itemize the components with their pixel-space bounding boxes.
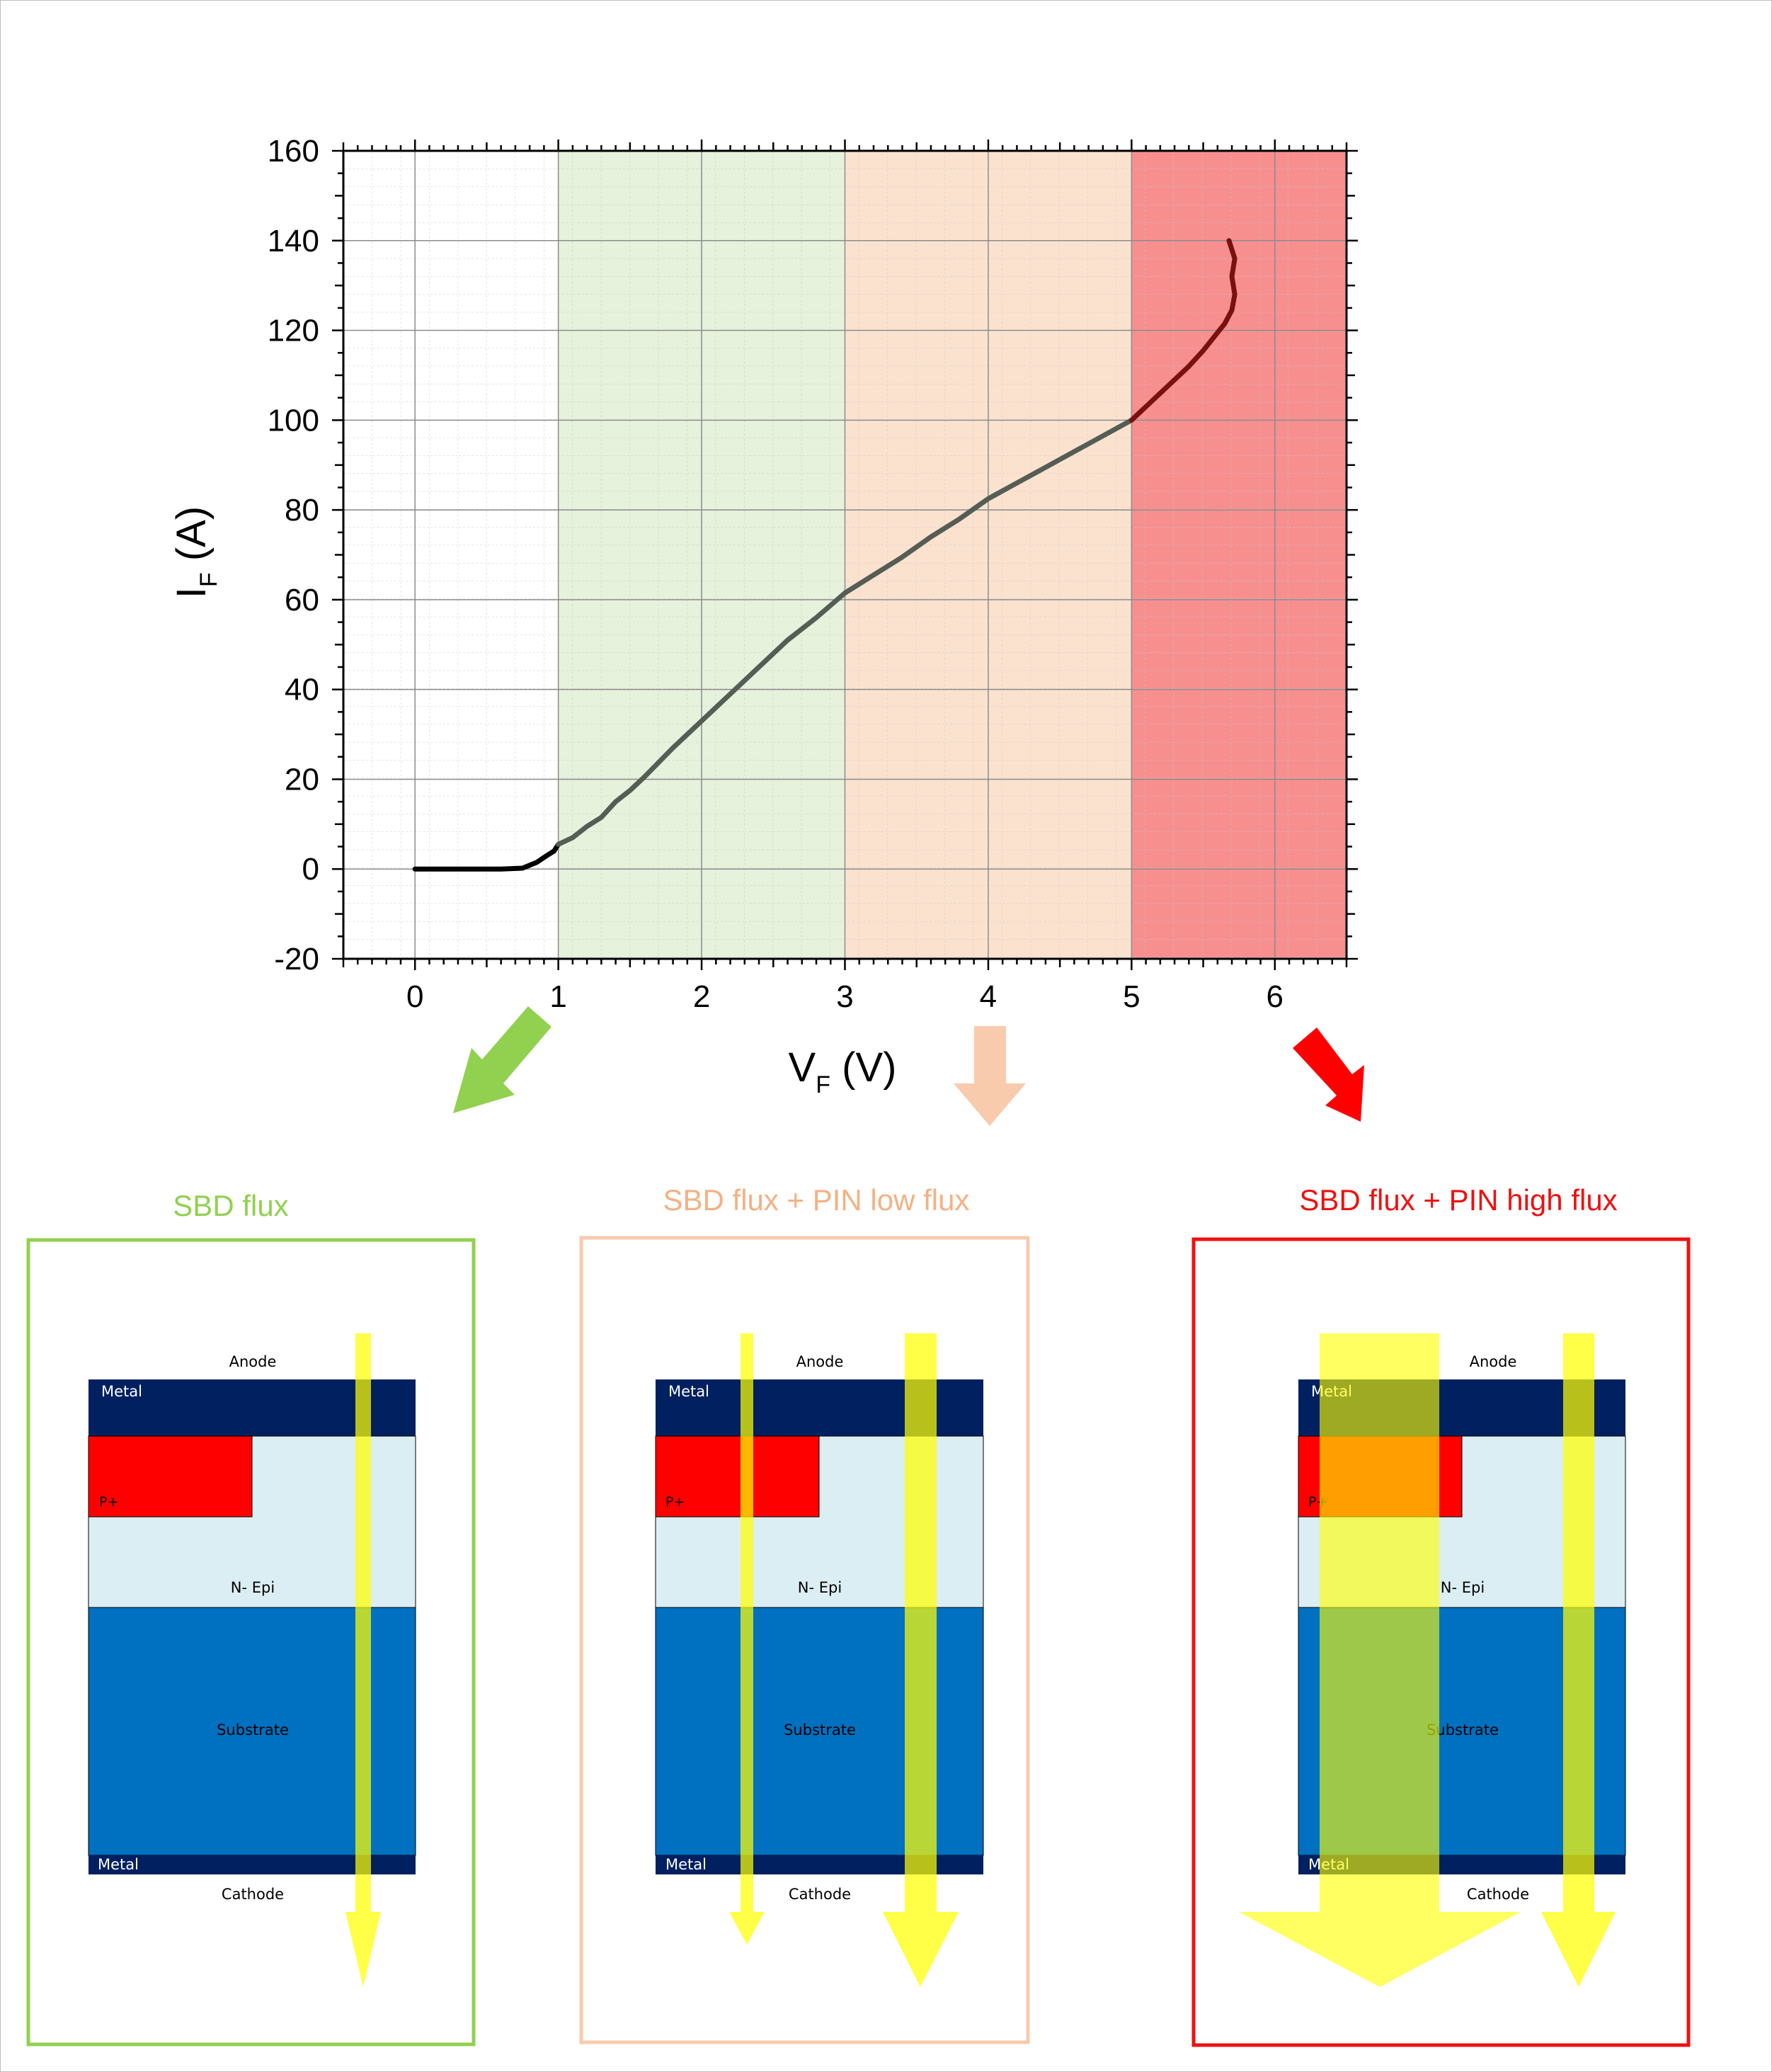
n-epi-label: N- Epi: [798, 1579, 842, 1596]
sbd-flux-arrow: [1541, 1333, 1616, 1987]
pin-low-flux-arrow: [883, 1333, 959, 1987]
arrow-sbd: [453, 1006, 551, 1113]
callout-sbd-box: [26, 1238, 476, 2047]
callout-sbd-title: SBD flux: [173, 1189, 288, 1222]
metal-bottom-label: Metal: [98, 1856, 139, 1873]
arrow-sbd-shape: [453, 1006, 551, 1113]
callout-pin-high-title: SBD flux + PIN high flux: [1299, 1183, 1617, 1217]
y-axis: -20 0 20 40 60 80 100 120 140 160: [268, 134, 1358, 977]
series-layer: [412, 238, 1237, 872]
callout-pin-high-box: [1191, 1237, 1691, 2047]
callout-pin-low-box: [579, 1236, 1030, 2044]
pin-high-flux-arrow: [1239, 1333, 1521, 1987]
callout-pin-low: SBD flux + PIN low flux Anode Metal P+ N…: [579, 1183, 1030, 2044]
pin-low-flux-arrow-shape: [883, 1333, 959, 1987]
callout-sbd: SBD flux Anode Metal P+ N- Epi Substrate…: [26, 1189, 476, 2047]
sbd-flux-arrow: [345, 1333, 381, 1987]
sbd-flux-arrow-shape: [1541, 1333, 1616, 1987]
sbd-flux-arrow-shape: [729, 1333, 765, 1945]
p-plus-region: [88, 1435, 253, 1518]
anode-label: Anode: [796, 1353, 844, 1370]
region-arrows: [453, 1006, 1364, 1126]
series-line-segment-0: [412, 841, 561, 872]
y-tick-label: 60: [285, 583, 319, 617]
y-tick-label: 120: [268, 314, 319, 348]
callout-pin-high: SBD flux + PIN high flux Anode Metal P+ …: [1191, 1183, 1691, 2047]
p-plus-region: [655, 1435, 820, 1518]
sbd-flux-arrow: [729, 1333, 765, 1945]
n-epi-label: N- Epi: [231, 1579, 275, 1596]
metal-bottom-label: Metal: [665, 1856, 707, 1873]
series-line-segment-3: [1128, 238, 1237, 423]
cathode-label: Cathode: [1467, 1886, 1529, 1903]
device-pin-low: Anode Metal P+ N- Epi Substrate Metal Ca…: [655, 1353, 984, 1903]
y-tick-label: 160: [268, 134, 319, 169]
cathode-label: Cathode: [789, 1886, 851, 1903]
y-tick-label: 20: [285, 762, 319, 797]
anode-label: Anode: [1470, 1353, 1517, 1370]
x-tick-label: 5: [1123, 979, 1140, 1014]
x-tick-label: 6: [1267, 979, 1284, 1014]
y-axis-title: IF (A): [168, 506, 222, 598]
x-tick-label: 2: [693, 979, 710, 1014]
arrow-pin-high: [1293, 1028, 1364, 1122]
series-line-segment-2: [842, 417, 1134, 596]
y-tick-label: 0: [302, 852, 319, 887]
sbd-flux-arrow-shape: [345, 1333, 381, 1987]
arrow-pin-high-shape: [1293, 1028, 1364, 1122]
y-tick-label: 40: [285, 673, 319, 707]
y-tick-label: 80: [285, 493, 319, 528]
substrate-label: Substrate: [217, 1721, 289, 1738]
x-axis-title: VF (V): [789, 1044, 897, 1098]
substrate-label: Substrate: [784, 1721, 856, 1738]
p-plus-label: P+: [99, 1494, 118, 1510]
metal-top-label: Metal: [101, 1383, 142, 1400]
callout-pin-low-title: SBD flux + PIN low flux: [663, 1183, 970, 1217]
pin-high-flux-arrow-shape: [1239, 1333, 1521, 1987]
x-tick-label: 1: [549, 979, 566, 1014]
x-tick-label: 3: [836, 979, 853, 1014]
cathode-label: Cathode: [222, 1886, 284, 1903]
y-tick-label: 100: [268, 403, 319, 438]
x-tick-label: 0: [406, 979, 423, 1014]
y-tick-label: 140: [268, 224, 319, 258]
metal-top-label: Metal: [668, 1383, 709, 1400]
x-tick-label: 4: [980, 979, 997, 1014]
anode-label: Anode: [229, 1353, 277, 1370]
arrow-pin-low: [954, 1026, 1026, 1126]
arrow-pin-low-shape: [954, 1026, 1026, 1126]
series-line-segment-1: [556, 590, 847, 847]
n-epi-label: N- Epi: [1441, 1579, 1485, 1596]
x-axis: 0 1 2 3 4 5 6: [342, 140, 1348, 1014]
p-plus-label: P+: [665, 1494, 685, 1510]
y-tick-label: -20: [274, 942, 319, 977]
